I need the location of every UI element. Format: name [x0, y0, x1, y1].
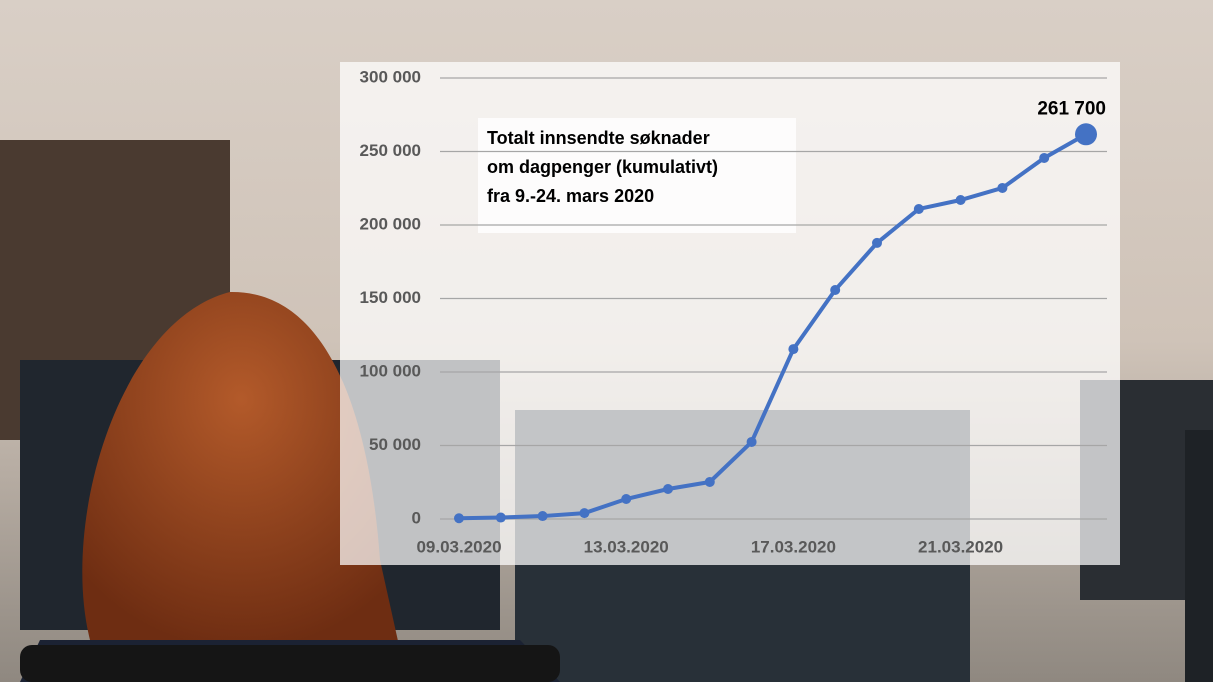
data-point — [579, 508, 590, 519]
y-tick-label: 150 000 — [360, 288, 421, 307]
data-point — [788, 344, 799, 355]
data-point — [704, 476, 715, 487]
y-tick-label: 300 000 — [360, 67, 421, 86]
data-point — [746, 436, 757, 447]
x-tick-label: 21.03.2020 — [918, 537, 1003, 556]
data-point — [913, 203, 924, 214]
chart: 0 50 000 100 000 150 000 200 000 250 000 300 0… — [360, 67, 1107, 556]
data-point — [621, 494, 632, 505]
y-tick-label: 0 — [412, 508, 421, 527]
y-tick-label: 100 000 — [360, 361, 421, 380]
x-tick-label: 13.03.2020 — [584, 537, 669, 556]
annotation: fra 9.-24. mars 2020 — [487, 186, 654, 206]
x-tick-label: 09.03.2020 — [416, 537, 501, 556]
y-tick-label: 50 000 — [369, 435, 421, 454]
data-point — [997, 182, 1008, 193]
data-point — [830, 284, 841, 295]
x-tick-label: 17.03.2020 — [751, 537, 836, 556]
annotation: om dagpenger (kumulativt) — [487, 157, 718, 177]
annotation-box — [478, 118, 796, 233]
data-point — [663, 484, 673, 495]
data-line — [458, 132, 1087, 521]
data-point — [537, 511, 548, 522]
data-label: 261 700 — [1037, 98, 1106, 119]
y-tick-label: 200 000 — [360, 214, 421, 233]
data-point — [495, 512, 506, 523]
y-tick-label: 250 000 — [360, 141, 421, 160]
data-point — [1039, 152, 1050, 163]
annotation: Totalt innsendte søknader — [487, 128, 710, 148]
data-point — [454, 513, 464, 524]
data-point — [955, 195, 966, 206]
data-point — [872, 237, 882, 248]
data-point — [1075, 123, 1097, 146]
